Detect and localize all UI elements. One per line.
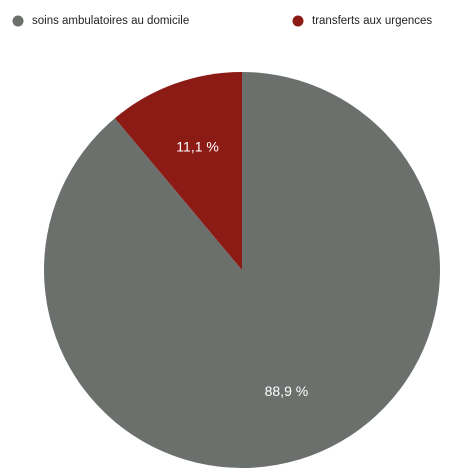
- legend-marker: [292, 15, 304, 27]
- legend-text: transferts aux urgences: [312, 15, 432, 27]
- pie-slice: [43, 72, 440, 468]
- slice-label: 88,9 %: [265, 383, 309, 399]
- slice-label: 11,1 %: [176, 139, 219, 155]
- legend-text: soins ambulatoires au domicile: [32, 15, 189, 27]
- legend-marker: [12, 15, 24, 27]
- pie-slice: [114, 72, 242, 270]
